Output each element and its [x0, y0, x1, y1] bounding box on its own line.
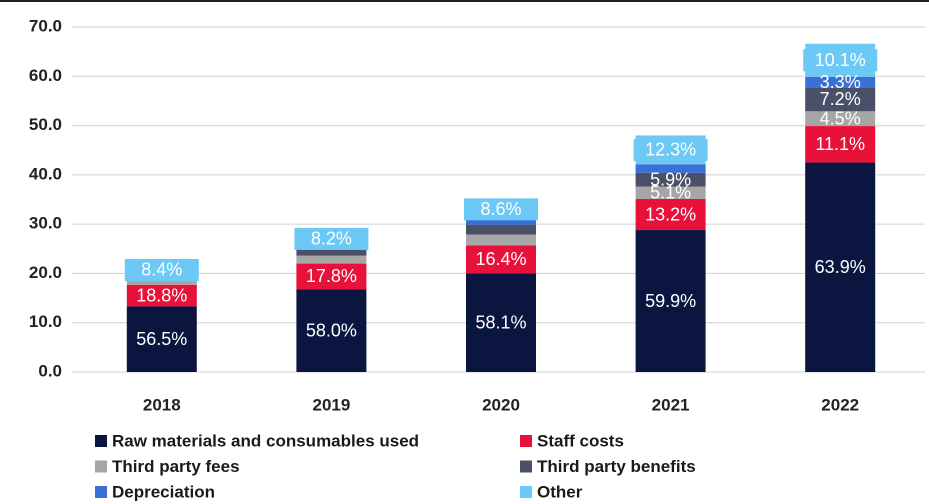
x-tick-label: 2021 [652, 395, 690, 414]
y-tick-label: 50.0 [29, 115, 62, 134]
legend-label: Other [537, 482, 583, 501]
data-label: 17.8% [306, 266, 357, 286]
bar-segment [126, 306, 197, 372]
x-tick-label: 2019 [312, 395, 350, 414]
data-label: 58.0% [306, 320, 357, 340]
legend-label: Third party fees [112, 457, 240, 476]
data-label: 56.5% [136, 329, 187, 349]
data-label: 59.9% [645, 291, 696, 311]
bar-segment [635, 230, 706, 372]
data-label: 5.9% [650, 170, 691, 190]
data-label: 13.2% [645, 204, 696, 224]
legend-swatch [95, 435, 107, 447]
legend-label: Raw materials and consumables used [112, 431, 419, 450]
data-label: 10.1% [815, 50, 866, 70]
legend-swatch [520, 486, 532, 498]
bar-segment [805, 126, 876, 163]
x-tick-label: 2018 [143, 395, 181, 414]
bar-segment [466, 234, 536, 246]
bar-segment [805, 162, 876, 372]
bar-segment [296, 289, 367, 372]
y-tick-label: 60.0 [29, 66, 62, 85]
bar-segment [126, 284, 197, 307]
legend-label: Third party benefits [537, 457, 696, 476]
data-label: 8.2% [311, 229, 352, 249]
data-label: 16.4% [475, 249, 526, 269]
bar-segment [466, 224, 536, 235]
bar-segment [466, 273, 536, 372]
bar-segment [466, 216, 536, 225]
legend-swatch [520, 435, 532, 447]
legend-swatch [95, 460, 107, 473]
legend-swatch [520, 460, 532, 473]
data-label: 5.1% [650, 183, 691, 203]
y-tick-label: 70.0 [29, 16, 62, 35]
y-tick-label: 20.0 [29, 263, 62, 282]
bar-segment [466, 245, 536, 274]
bar-segment [635, 172, 706, 187]
data-label: 18.8% [136, 285, 187, 305]
data-label-box [803, 49, 878, 72]
data-label: 8.4% [141, 260, 182, 280]
bar-segment [805, 87, 876, 112]
data-label-box [294, 227, 369, 250]
bar-segment [805, 76, 876, 88]
bar-segment [296, 263, 367, 290]
bar-segment [635, 199, 706, 231]
data-label: 8.6% [480, 199, 521, 219]
bar-segment [635, 164, 706, 173]
data-label: 63.9% [815, 257, 866, 277]
legend-label: Staff costs [537, 431, 624, 450]
x-tick-label: 2022 [821, 395, 859, 414]
data-label: 58.1% [475, 312, 526, 332]
legend-swatch [95, 486, 107, 498]
data-label: 7.2% [820, 89, 861, 109]
bar-segment [635, 186, 706, 200]
data-label: 3.3% [820, 72, 861, 92]
legend-label: Depreciation [112, 482, 215, 501]
y-tick-label: 10.0 [29, 312, 62, 331]
y-tick-label: 0.0 [38, 361, 62, 380]
data-label: 4.5% [820, 108, 861, 128]
bar-segment [296, 247, 367, 256]
x-tick-label: 2020 [482, 395, 520, 414]
y-tick-label: 30.0 [29, 214, 62, 233]
data-label-box [633, 138, 708, 161]
bar-segment [126, 278, 197, 285]
data-label-box [464, 198, 538, 221]
data-label: 12.3% [645, 140, 696, 160]
data-label-box [124, 258, 199, 281]
bar-segment [805, 111, 876, 127]
data-label: 11.1% [815, 134, 865, 154]
y-tick-label: 40.0 [29, 164, 62, 183]
bar-segment [296, 255, 367, 264]
